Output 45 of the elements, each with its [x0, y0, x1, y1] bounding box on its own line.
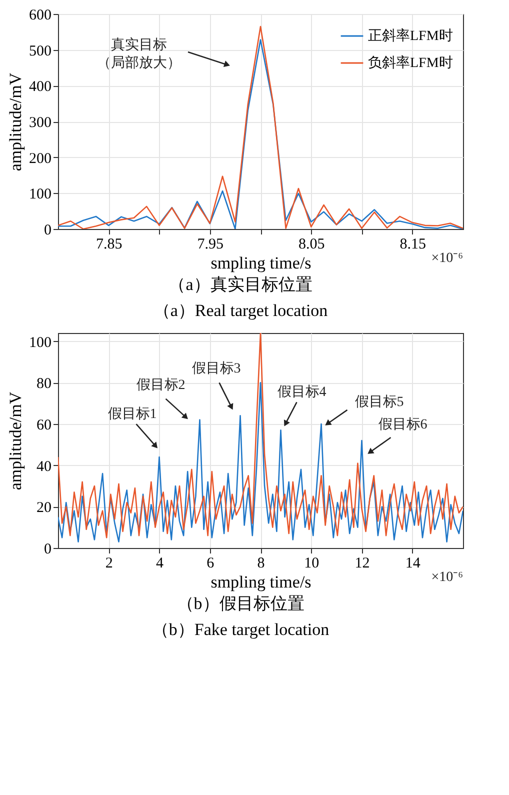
y-tick-label: 60: [36, 417, 52, 434]
annotation: 真实目标: [111, 37, 167, 53]
text: （b）假目标位置: [176, 594, 304, 613]
x-tick-label: 14: [405, 556, 421, 572]
y-tick-label: 100: [29, 186, 52, 203]
text: ×10⁻⁶: [431, 251, 464, 266]
y-tick-label: 0: [44, 222, 52, 238]
annotation: 假目标6: [378, 416, 428, 432]
y-tick-label: 200: [29, 150, 52, 167]
x-tick-label: 8.05: [298, 236, 325, 252]
y-axis-title: amplitude/mV: [6, 391, 25, 490]
x-tick-label: 7.95: [197, 236, 224, 252]
annotation: 假目标2: [136, 376, 186, 393]
annotation: 假目标5: [354, 394, 404, 410]
legend-label: 负斜率LFM时: [368, 55, 453, 71]
x-tick-label: 6: [206, 556, 215, 572]
y-tick-label: 80: [36, 376, 52, 392]
y-tick-label: 300: [29, 115, 52, 131]
x-axis-title: smpling time/s: [210, 572, 312, 592]
x-tick-label: 7.85: [96, 236, 122, 252]
y-tick-label: 20: [36, 500, 52, 516]
annotation: （局部放大）: [97, 55, 181, 71]
y-tick-label: 400: [29, 79, 52, 96]
x-tick-label: 8.15: [400, 236, 426, 252]
x-axis-title: smpling time/s: [210, 254, 312, 272]
annotation: 假目标1: [108, 406, 157, 422]
text: （b）Fake target location: [152, 620, 330, 639]
y-axis-title: amplitude/mV: [6, 72, 25, 172]
y-tick-label: 500: [29, 43, 52, 60]
y-tick-label: 0: [44, 542, 52, 558]
x-tick-label: 2: [105, 556, 113, 572]
text: （a）真实目标位置: [168, 275, 312, 294]
y-tick-label: 100: [29, 334, 52, 351]
legend-label: 正斜率LFM时: [368, 28, 453, 44]
annotation: 假目标3: [192, 360, 241, 377]
x-tick-label: 4: [156, 556, 164, 572]
annotation: 假目标4: [277, 384, 326, 400]
x-tick-label: 12: [354, 556, 370, 572]
line-series: [58, 333, 463, 538]
y-tick-label: 600: [29, 8, 52, 24]
x-tick-label: 10: [304, 556, 320, 572]
y-tick-label: 40: [36, 458, 52, 475]
x-tick-label: 8: [257, 556, 265, 572]
text: ×10⁻⁶: [431, 570, 464, 585]
text: （a）Real target location: [153, 301, 328, 320]
